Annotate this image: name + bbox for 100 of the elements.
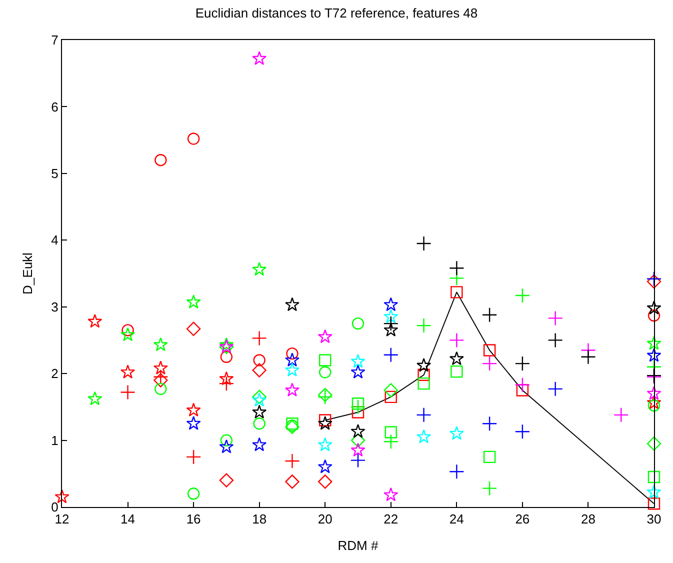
point: [219, 473, 234, 488]
point: [120, 327, 136, 342]
y-axis-title: D_Eukl: [20, 252, 36, 294]
point: [154, 382, 167, 396]
point: [252, 390, 266, 404]
point: [648, 399, 660, 412]
point: [514, 356, 530, 372]
point: [318, 437, 332, 452]
point: [418, 377, 430, 390]
point: [186, 322, 201, 336]
point: [350, 424, 366, 438]
point: [418, 368, 430, 382]
point: [122, 324, 134, 336]
point: [482, 356, 498, 372]
point: [284, 297, 300, 312]
point: [548, 332, 563, 348]
point: [482, 480, 498, 496]
point: [383, 347, 398, 362]
x-tick-label: 18: [252, 512, 267, 527]
point: [220, 434, 233, 446]
point: [450, 286, 463, 298]
point: [352, 406, 364, 418]
point: [548, 381, 563, 397]
chart-title: Euclidian distances to T72 reference, features 48: [195, 6, 478, 21]
point: [350, 354, 366, 368]
point: [384, 383, 398, 398]
point: [514, 288, 530, 304]
point: [383, 434, 398, 450]
point: [318, 416, 332, 430]
point: [384, 297, 398, 312]
point: [384, 309, 398, 324]
point: [284, 362, 300, 376]
point: [120, 384, 136, 400]
x-tick-label: 30: [646, 512, 662, 527]
point: [646, 300, 662, 314]
point: [514, 377, 530, 393]
point: [648, 498, 660, 510]
x-tick-label: 28: [580, 512, 596, 527]
point: [252, 330, 267, 346]
point: [614, 407, 629, 423]
x-tick-label: 16: [186, 512, 201, 527]
point: [319, 354, 332, 366]
point: [384, 487, 398, 502]
x-axis-title: RDM #: [338, 538, 379, 554]
point: [187, 132, 200, 145]
y-tick-label: 4: [51, 232, 58, 248]
point: [384, 390, 397, 404]
point: [350, 399, 366, 415]
point: [120, 364, 136, 378]
point: [449, 332, 464, 348]
point: [253, 354, 266, 366]
point: [384, 322, 398, 336]
point: [449, 464, 464, 480]
point: [449, 260, 464, 276]
point: [416, 358, 432, 372]
point: [219, 371, 234, 386]
point: [548, 310, 563, 326]
point: [646, 436, 662, 451]
point: [648, 309, 660, 322]
x-tick-label: 14: [120, 512, 136, 527]
point: [153, 337, 168, 352]
point: [253, 418, 266, 430]
point: [384, 426, 397, 438]
point: [350, 442, 366, 457]
point: [319, 366, 332, 378]
point: [646, 484, 662, 499]
point: [352, 397, 364, 410]
point: [285, 474, 300, 489]
point: [186, 449, 202, 465]
point: [646, 395, 662, 410]
point: [483, 450, 496, 464]
point: [449, 351, 464, 366]
point: [648, 470, 660, 484]
x-tick-label: 26: [515, 512, 530, 527]
y-tick-label: 2: [51, 366, 58, 382]
point: [153, 360, 168, 374]
point: [416, 318, 432, 334]
y-tick-label: 1: [51, 432, 58, 448]
point: [646, 274, 662, 289]
point: [350, 364, 366, 378]
point: [318, 329, 332, 344]
point: [416, 236, 432, 252]
x-tick-label: 22: [384, 512, 398, 527]
point: [286, 347, 298, 360]
y-tick-label: 5: [51, 166, 58, 181]
point: [318, 459, 332, 474]
point: [383, 316, 398, 332]
y-tick-label: 7: [51, 32, 58, 48]
point: [154, 154, 167, 166]
point: [516, 384, 529, 396]
point: [88, 391, 102, 406]
point: [482, 416, 498, 432]
point: [580, 349, 596, 364]
point: [482, 307, 498, 322]
point: [252, 51, 267, 65]
point: [350, 452, 366, 468]
point: [252, 262, 267, 276]
x-tick-label: 24: [449, 512, 464, 527]
point: [318, 474, 332, 489]
point: [514, 424, 530, 440]
